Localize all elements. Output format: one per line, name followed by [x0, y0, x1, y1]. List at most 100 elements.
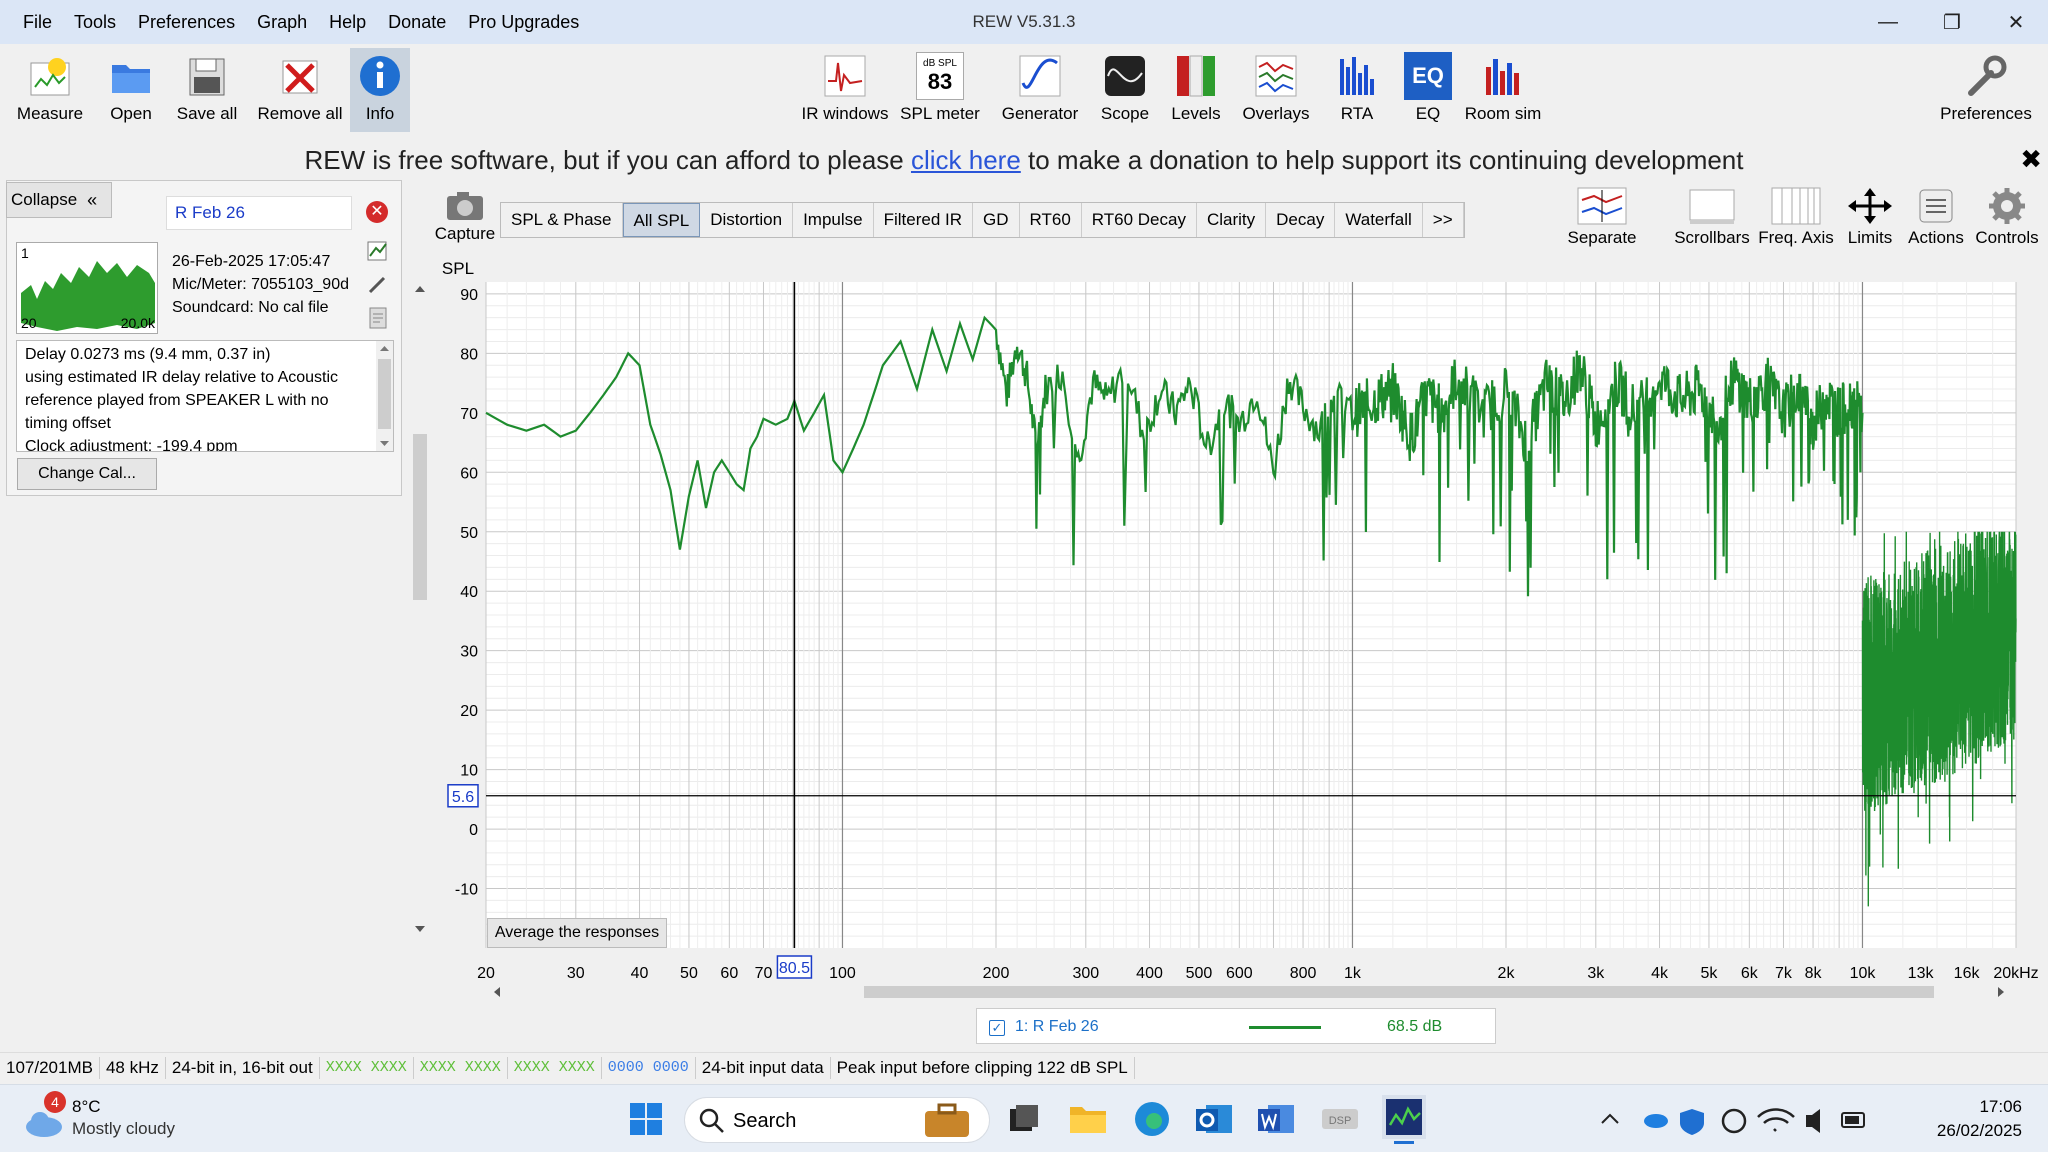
donate-link[interactable]: click here: [910, 145, 1021, 175]
menu-file[interactable]: File: [23, 12, 53, 32]
cursor-y-readout-box: [447, 784, 479, 808]
spl-meter-button[interactable]: dB SPL 83 SPL meter: [898, 48, 982, 132]
x-tick-label: 40: [631, 965, 649, 982]
room-sim-button[interactable]: Room sim: [1465, 48, 1541, 132]
controls-button[interactable]: Controls: [1972, 186, 2042, 252]
separate-button[interactable]: Separate: [1564, 186, 1640, 252]
legend-checkbox[interactable]: ✓: [989, 1020, 1005, 1036]
measurement-notes[interactable]: Delay 0.0273 ms (9.4 mm, 0.37 in) using …: [16, 340, 394, 452]
tab-clarity[interactable]: Clarity: [1197, 203, 1267, 237]
weather-widget[interactable]: 4 8°C Mostly cloudy: [24, 1091, 224, 1145]
outlook-button[interactable]: [1194, 1099, 1234, 1139]
wifi-icon[interactable]: [1757, 1108, 1795, 1132]
tab-decay[interactable]: Decay: [1266, 203, 1336, 237]
dsp-app-button[interactable]: DSP: [1320, 1099, 1360, 1139]
cursor-x-readout-box: [776, 955, 813, 979]
chevron-up-icon[interactable]: [1601, 1113, 1619, 1124]
tab-filtered-ir[interactable]: Filtered IR: [874, 203, 974, 237]
tab-more[interactable]: >>: [1423, 203, 1464, 237]
ir-windows-button[interactable]: IR windows: [800, 48, 890, 132]
menu-preferences[interactable]: Preferences: [138, 12, 236, 32]
collapse-button[interactable]: Collapse «: [6, 182, 112, 218]
panel-vertical-scrollbar[interactable]: [410, 280, 430, 940]
actions-button[interactable]: Actions: [1904, 186, 1968, 252]
rew-app-button[interactable]: [1382, 1095, 1426, 1144]
menu-pro-upgrades[interactable]: Pro Upgrades: [468, 12, 580, 32]
pencil-icon[interactable]: [366, 272, 390, 296]
notes-scrollbar[interactable]: [376, 341, 393, 451]
minimize-button[interactable]: —: [1856, 0, 1920, 44]
scope-button[interactable]: Scope: [1098, 48, 1152, 132]
maximize-button[interactable]: ❐: [1920, 0, 1984, 44]
tab-rt60[interactable]: RT60: [1020, 203, 1082, 237]
folder-icon: [107, 52, 155, 100]
security-shield-icon[interactable]: [1680, 1109, 1704, 1135]
freq-axis-button[interactable]: Freq. Axis: [1758, 186, 1834, 252]
generator-icon: [1016, 52, 1064, 100]
tab-distortion[interactable]: Distortion: [700, 203, 794, 237]
rta-icon: [1333, 52, 1381, 100]
graph-horizontal-scrollbar[interactable]: [484, 982, 2014, 1002]
measurement-thumbnail[interactable]: 1 20 20.0k: [16, 242, 158, 334]
measure-button[interactable]: Measure: [10, 48, 90, 132]
minimize-icon: —: [1878, 10, 1898, 33]
taskbar-search[interactable]: Search: [684, 1097, 990, 1143]
edge-button[interactable]: [1132, 1099, 1172, 1139]
levels-button[interactable]: Levels: [1168, 48, 1224, 132]
tab-rt60-decay[interactable]: RT60 Decay: [1082, 203, 1197, 237]
delete-measurement-icon[interactable]: ✕: [366, 201, 388, 223]
taskview-button[interactable]: [1004, 1099, 1044, 1139]
scrollbars-button[interactable]: Scrollbars: [1674, 186, 1750, 252]
tab-gd[interactable]: GD: [973, 203, 1020, 237]
volume-icon[interactable]: [1806, 1109, 1820, 1133]
menu-help[interactable]: Help: [329, 12, 367, 32]
word-button[interactable]: [1256, 1099, 1296, 1139]
spl-meter-icon: dB SPL 83: [916, 52, 964, 100]
overlays-button[interactable]: Overlays: [1240, 48, 1312, 132]
tab-spl-phase[interactable]: SPL & Phase: [501, 203, 623, 237]
taskbar-clock[interactable]: 17:06 26/02/2025: [1936, 1097, 2022, 1140]
change-cal-button[interactable]: Change Cal...: [17, 458, 157, 490]
x-tick-label: 6k: [1741, 965, 1759, 982]
scope-icon: [1101, 52, 1149, 100]
capture-button[interactable]: Capture: [434, 188, 496, 252]
tab-all-spl[interactable]: All SPL: [622, 203, 701, 237]
remove-all-button[interactable]: Remove all: [254, 48, 346, 132]
open-button[interactable]: Open: [98, 48, 164, 132]
generator-button[interactable]: Generator: [998, 48, 1082, 132]
save-all-button[interactable]: Save all: [172, 48, 242, 132]
svg-text:DSP: DSP: [1329, 1115, 1352, 1127]
tab-impulse[interactable]: Impulse: [793, 203, 874, 237]
menu-graph[interactable]: Graph: [257, 12, 308, 32]
x-tick-label: 100: [829, 965, 856, 982]
room-sim-icon: [1479, 52, 1527, 100]
menu-tools[interactable]: Tools: [74, 12, 117, 32]
close-icon: ✕: [2007, 11, 2025, 34]
eq-button[interactable]: EQ EQ: [1404, 48, 1452, 132]
tab-waterfall[interactable]: Waterfall: [1335, 203, 1423, 237]
file-explorer-button[interactable]: [1068, 1099, 1108, 1139]
cursor-y-readout: 5.6: [452, 789, 474, 806]
limits-button[interactable]: Limits: [1842, 186, 1898, 252]
start-button[interactable]: [626, 1099, 666, 1139]
info-icon: [356, 52, 404, 100]
onedrive-icon[interactable]: [1644, 1114, 1668, 1128]
x-tick-label: 50: [680, 965, 698, 982]
rta-button[interactable]: RTA: [1334, 48, 1380, 132]
x-tick-label: 30: [567, 965, 585, 982]
battery-icon[interactable]: [1841, 1112, 1865, 1128]
notes-icon[interactable]: [366, 306, 390, 330]
menu-donate[interactable]: Donate: [388, 12, 447, 32]
sync-icon[interactable]: [1721, 1108, 1747, 1134]
y-tick-label: 20: [460, 703, 478, 720]
measurement-name-field[interactable]: R Feb 26: [166, 196, 352, 230]
camera-icon: [447, 192, 483, 220]
file-explorer-icon: [1070, 1107, 1106, 1133]
close-window-button[interactable]: ✕: [1984, 0, 2048, 44]
banner-close-icon[interactable]: ✖: [2020, 144, 2042, 174]
preferences-button[interactable]: Preferences: [1936, 48, 2036, 132]
average-responses-button[interactable]: Average the responses: [487, 918, 667, 948]
edit-chart-icon[interactable]: [366, 238, 390, 262]
info-button[interactable]: Info: [350, 48, 410, 132]
